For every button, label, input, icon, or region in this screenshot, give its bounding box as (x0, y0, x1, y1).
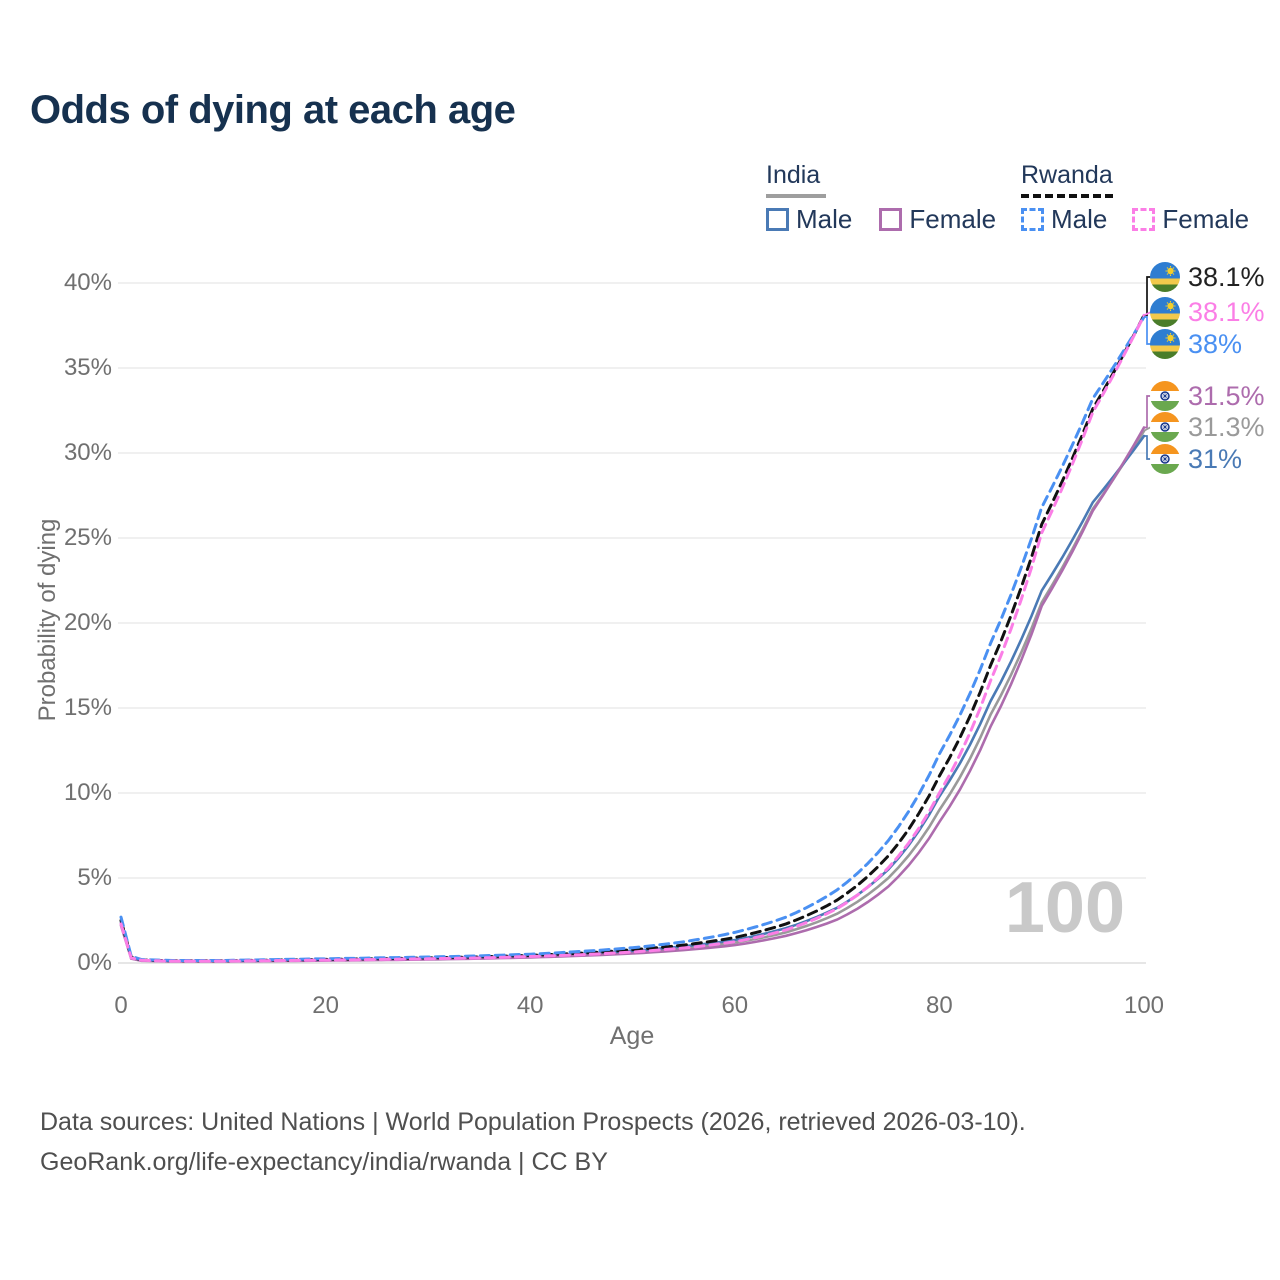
y-tick-label: 10% (63, 779, 112, 806)
series-line-rwanda-male[interactable] (119, 315, 1146, 962)
y-tick-label: 40% (63, 269, 112, 296)
x-tick-label: 60 (721, 992, 749, 1019)
page-title: Odds of dying at each age (30, 88, 516, 132)
end-value: 31.3% (1188, 411, 1265, 442)
leader-line (1144, 316, 1151, 345)
x-tick-label: 40 (516, 992, 544, 1019)
india-male-checkbox-icon[interactable] (766, 208, 789, 231)
legend-item-rwanda-female[interactable]: Female (1132, 204, 1249, 235)
end-value: 31% (1188, 443, 1243, 474)
end-label-rwanda-male: 38% (1150, 328, 1242, 360)
end-label-india-both: 31.3% (1150, 411, 1265, 443)
series-line-rwanda-both[interactable] (119, 313, 1146, 963)
india-flag-icon (1150, 412, 1180, 442)
legend-group-rwanda: Rwanda (1021, 161, 1113, 198)
leader-line (1143, 311, 1152, 317)
end-label-rwanda-both: 38.1% (1150, 261, 1265, 293)
rwanda-male-label: Male (1051, 204, 1108, 234)
india-male-label: Male (796, 204, 853, 234)
leader-line (1144, 435, 1151, 460)
y-tick-label: 15% (63, 694, 112, 721)
attribution-text: GeoRank.org/life-expectancy/india/rwanda… (40, 1148, 608, 1176)
legend-row-india: Male Female (766, 204, 996, 235)
hover-age-watermark: 100 (1004, 868, 1125, 948)
rwanda-female-checkbox-icon[interactable] (1132, 208, 1156, 231)
end-label-rwanda-female: 38.1% (1150, 296, 1265, 328)
x-tick-label: 80 (926, 992, 953, 1019)
rwanda-dashed-line-swatch (1021, 194, 1113, 198)
y-tick-label: 5% (77, 864, 112, 891)
y-tick-label: 0% (77, 949, 112, 976)
data-sources-text: Data sources: United Nations | World Pop… (40, 1108, 1026, 1136)
end-label-india-male: 31% (1150, 443, 1242, 475)
x-tick-label: 20 (312, 992, 339, 1019)
legend-rwanda-label[interactable]: Rwanda (1021, 161, 1113, 189)
x-tick-label: 100 (1123, 992, 1165, 1019)
end-value: 31.5% (1188, 380, 1265, 411)
rwanda-flag-icon (1150, 262, 1180, 292)
rwanda-female-label: Female (1162, 204, 1250, 234)
rwanda-flag-icon (1150, 297, 1180, 327)
y-tick-label: 20% (63, 609, 112, 636)
y-tick-label: 30% (63, 439, 112, 466)
series-line-rwanda-female[interactable] (119, 313, 1146, 963)
leader-line (1143, 426, 1152, 432)
end-label-india-female: 31.5% (1150, 380, 1265, 412)
legend-item-rwanda-male[interactable]: Male (1021, 204, 1107, 235)
rwanda-male-checkbox-icon[interactable] (1021, 208, 1044, 231)
legend-row-rwanda: Male Female (1021, 204, 1249, 235)
india-female-label: Female (909, 204, 997, 234)
india-solid-line-swatch (766, 194, 826, 198)
x-tick-label: 0 (114, 992, 128, 1019)
india-female-checkbox-icon[interactable] (879, 208, 903, 231)
end-value: 38% (1188, 328, 1243, 359)
y-tick-label: 25% (63, 524, 112, 551)
y-tick-label: 35% (63, 354, 112, 381)
end-value: 38.1% (1188, 296, 1265, 327)
legend-group-india: India (766, 161, 826, 198)
legend-item-india-female[interactable]: Female (879, 204, 996, 235)
rwanda-flag-icon (1150, 329, 1180, 359)
legend-item-india-male[interactable]: Male (766, 204, 852, 235)
x-axis-title: Age (609, 1022, 655, 1050)
india-flag-icon (1150, 444, 1180, 474)
end-value: 38.1% (1188, 261, 1265, 292)
leader-line (1144, 395, 1151, 429)
legend-india-label[interactable]: India (766, 161, 821, 189)
india-flag-icon (1150, 381, 1180, 411)
